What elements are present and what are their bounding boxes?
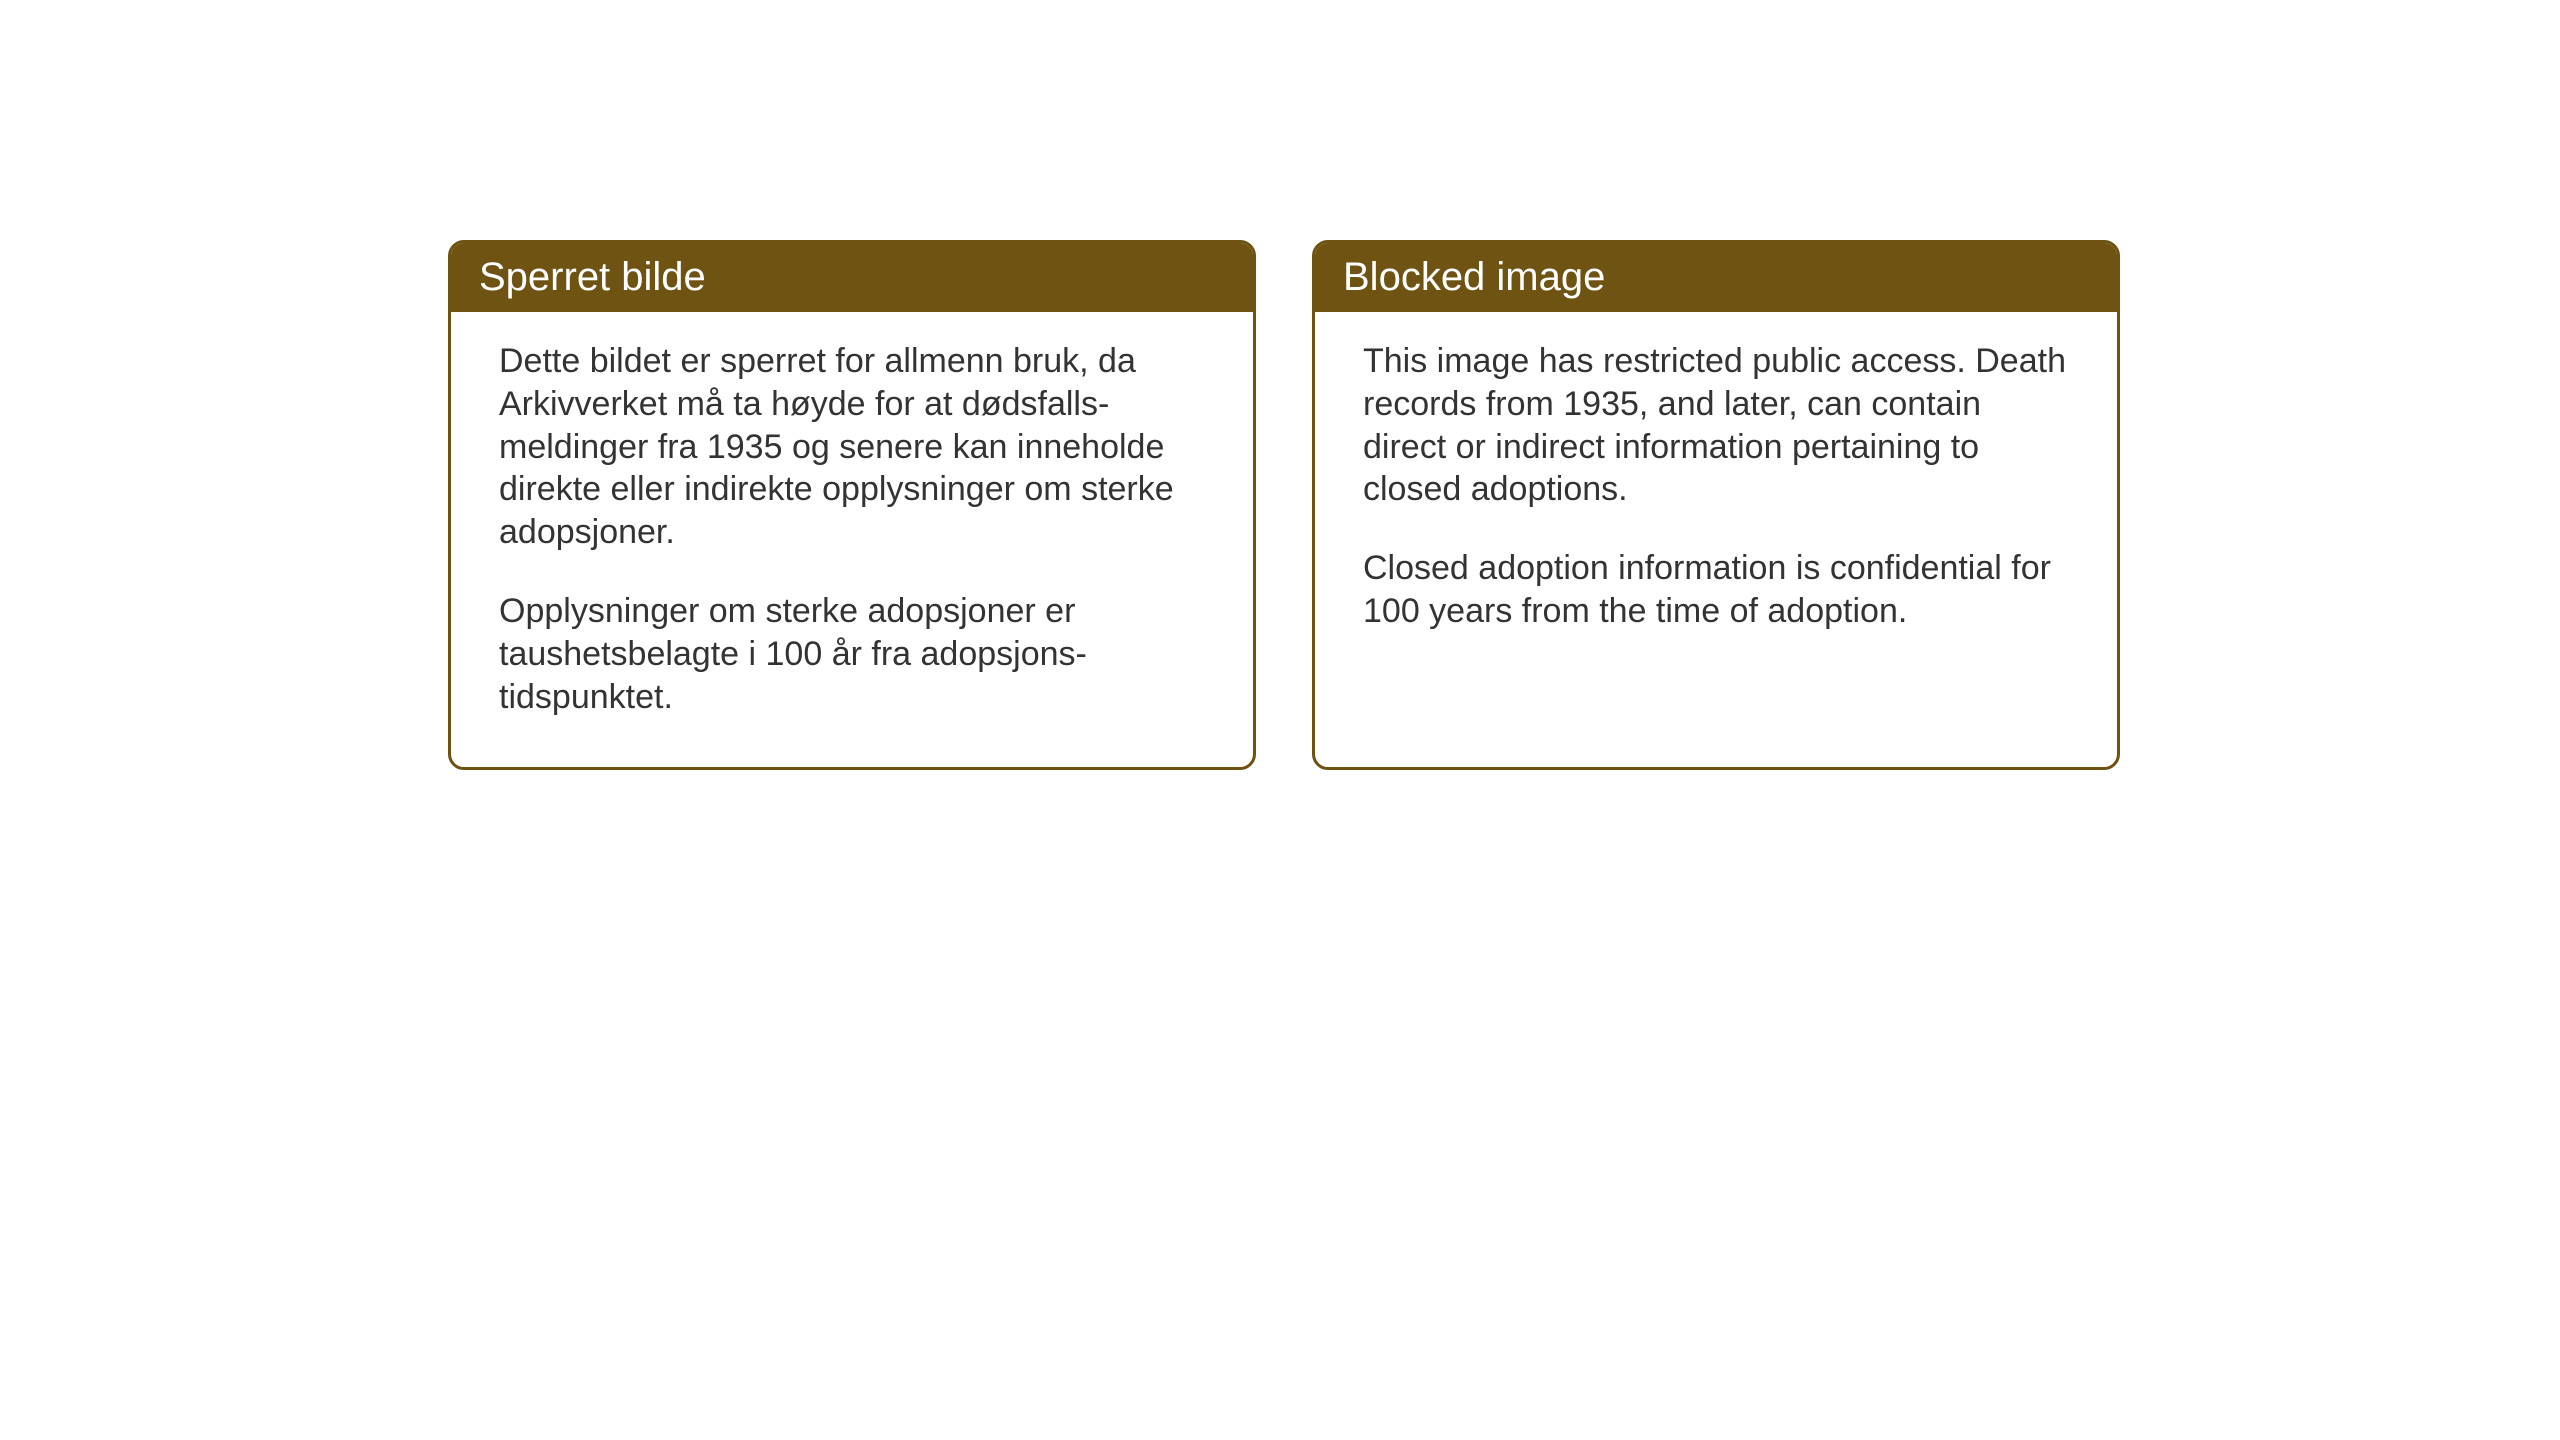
notice-header-english: Blocked image [1315, 243, 2117, 312]
notice-body-english: This image has restricted public access.… [1315, 312, 2117, 752]
notice-paragraph-1-english: This image has restricted public access.… [1363, 340, 2069, 511]
notice-box-norwegian: Sperret bilde Dette bildet er sperret fo… [448, 240, 1256, 770]
notice-body-norwegian: Dette bildet er sperret for allmenn bruk… [451, 312, 1253, 767]
notice-paragraph-1-norwegian: Dette bildet er sperret for allmenn bruk… [499, 340, 1205, 554]
notice-title-english: Blocked image [1343, 255, 1605, 299]
notice-paragraph-2-norwegian: Opplysninger om sterke adopsjoner er tau… [499, 590, 1205, 718]
notice-box-english: Blocked image This image has restricted … [1312, 240, 2120, 770]
notice-header-norwegian: Sperret bilde [451, 243, 1253, 312]
notice-title-norwegian: Sperret bilde [479, 255, 706, 299]
notice-paragraph-2-english: Closed adoption information is confident… [1363, 547, 2069, 633]
notice-container: Sperret bilde Dette bildet er sperret fo… [448, 240, 2120, 770]
